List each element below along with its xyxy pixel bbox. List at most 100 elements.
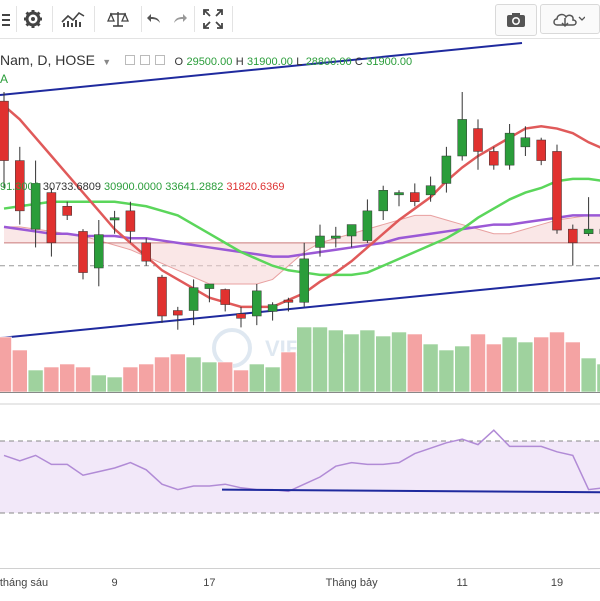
candle-body [521,138,530,147]
volume-bar [376,336,391,392]
menu-icon [2,12,10,26]
volume-bar [550,332,565,392]
volume-bar [218,362,233,392]
candle-body [537,140,546,161]
volume-bar [28,370,43,392]
symbol-dropdown-icon[interactable]: ▼ [102,57,111,67]
trend-line-upper [0,43,522,95]
volume-bar [76,367,91,392]
volume-bar [0,337,12,392]
candle-body [79,231,88,272]
ichimoku-value-5: 31820.6369 [226,181,284,193]
chart-area[interactable]: VIETSTOCK [0,38,600,568]
redo-button[interactable] [168,4,192,34]
volume-bar [249,364,264,392]
candle-body [252,291,261,316]
x-tick-label: 9 [112,577,118,589]
volume-bar [392,332,407,392]
indicator-tag: A [0,72,8,86]
ichimoku-value-4: 33641.2882 [165,181,223,193]
volume-bar [471,334,486,392]
high-label: H [236,56,244,68]
candle-body [505,133,514,165]
close-value: 31900.00 [366,56,412,68]
candle-body [189,288,198,311]
settings-button[interactable] [18,4,48,34]
volume-bar [328,330,343,392]
x-tick-label: 19 [551,577,563,589]
volume-bar [186,357,201,392]
candle-body [94,235,103,268]
undo-icon [146,12,162,26]
candle-body [410,193,419,202]
candle-body [126,211,135,232]
open-value: 29500.00 [186,56,232,68]
volume-bar [486,344,501,392]
compare-button[interactable] [98,4,138,34]
volume-bar [170,354,185,392]
candle-body [221,289,230,304]
candle-body [63,206,72,215]
volume-bar [344,334,359,392]
candle-body [331,236,340,238]
volume-bar [423,344,438,392]
candle-body [205,284,214,289]
chart-style-icon [60,10,86,28]
candle-body [268,305,277,312]
cloud-icon [551,9,585,29]
toolbar-separator [16,6,17,32]
legend-toggle-icon[interactable] [155,55,165,65]
candle-body [0,101,9,160]
volume-bar [202,362,217,392]
candle-body [237,314,246,319]
volume-bar [107,377,122,392]
candle-body [568,229,577,243]
volume-bar [234,370,249,392]
volume-bar [455,346,470,392]
close-label: C [355,56,363,68]
volume-bar [297,327,312,392]
candle-body [284,300,293,302]
compare-icon [107,10,129,28]
ichimoku-value-3: 30900.0000 [104,181,162,193]
volume-bar [44,367,59,392]
x-tick-label: 17 [203,577,215,589]
legend-toggle-icon[interactable] [140,55,150,65]
candle-body [442,156,451,183]
indicators-button[interactable] [56,4,90,34]
volume-bar [581,358,596,392]
snapshot-button[interactable] [495,4,537,36]
x-tick-label: tháng sáu [0,577,48,589]
candle-body [474,129,483,152]
legend-toggle-icon[interactable] [125,55,135,65]
candle-body [584,229,593,234]
watermark-logo [214,330,250,366]
toolbar-separator [194,6,195,32]
candle-body [347,225,356,236]
volume-bar [534,337,549,392]
menu-button[interactable] [0,4,12,34]
candle-body [158,277,167,316]
low-value: 28800.00 [306,56,352,68]
candle-body [142,243,151,261]
candle-body [426,186,435,195]
volume-bar [265,367,280,392]
symbol-label: Nam, D, HOSE [0,52,95,68]
fullscreen-button[interactable] [198,4,228,34]
candle-body [316,236,325,247]
volume-bar [12,350,27,392]
volume-bar [502,337,517,392]
toolbar-separator [52,6,53,32]
volume-bar [60,364,75,392]
volume-bar [439,350,454,392]
candle-body [489,151,498,165]
volume-bar [139,364,154,392]
x-tick-label: Tháng bảy [326,577,378,589]
low-label: L [296,56,302,68]
cloud-save-button[interactable] [540,4,600,34]
volume-bar [565,342,580,392]
rsi-band [0,441,600,513]
volume-bar [155,357,170,392]
undo-button[interactable] [142,4,166,34]
